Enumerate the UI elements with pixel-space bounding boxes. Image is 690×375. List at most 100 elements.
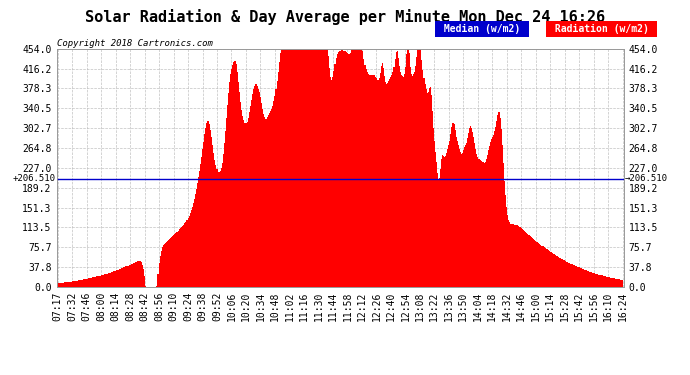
Bar [393, 67, 395, 287]
Bar [240, 102, 241, 287]
Bar [606, 276, 607, 287]
Bar [203, 142, 204, 287]
Bar [92, 278, 93, 287]
Bar [97, 276, 99, 287]
Bar [482, 162, 484, 287]
Bar [60, 283, 61, 287]
Bar [223, 154, 224, 287]
Bar [267, 117, 268, 287]
Bar [335, 57, 337, 287]
Bar [533, 239, 534, 287]
Bar [76, 281, 77, 287]
Bar [404, 74, 405, 287]
Bar [244, 123, 246, 287]
Bar [72, 281, 74, 287]
Bar [565, 261, 566, 287]
Bar [503, 163, 504, 287]
Bar [80, 280, 81, 287]
Bar [573, 265, 575, 287]
Bar [124, 267, 126, 287]
Bar [544, 248, 546, 287]
Bar [588, 271, 589, 287]
Bar [620, 280, 621, 287]
Bar [608, 277, 609, 287]
Text: Radiation (w/m2): Radiation (w/m2) [549, 24, 654, 34]
Bar [422, 70, 424, 287]
Bar [523, 230, 524, 287]
Bar [409, 53, 410, 287]
Bar [436, 162, 437, 287]
Bar [168, 240, 169, 287]
Bar [399, 66, 400, 287]
Bar [444, 157, 445, 287]
Bar [170, 238, 171, 287]
Bar [410, 67, 411, 287]
Bar [266, 119, 267, 287]
Bar [555, 255, 556, 287]
Bar [345, 51, 346, 287]
Bar [344, 51, 345, 287]
Bar [268, 115, 269, 287]
Bar [188, 216, 190, 287]
Bar [89, 278, 90, 287]
Bar [239, 92, 240, 287]
Bar [549, 251, 550, 287]
Bar [552, 253, 553, 287]
Bar [584, 270, 585, 287]
Bar [286, 49, 287, 287]
Bar [448, 146, 449, 287]
Bar [388, 81, 389, 287]
Bar [171, 237, 172, 287]
Bar [142, 264, 143, 287]
Bar [111, 272, 112, 287]
Bar [193, 203, 194, 287]
Bar [472, 132, 473, 287]
Bar [81, 280, 82, 287]
Bar [167, 241, 168, 287]
Bar [319, 49, 320, 287]
Bar [84, 279, 85, 287]
Bar [296, 49, 297, 287]
Bar [457, 145, 459, 287]
Bar [438, 180, 439, 287]
Bar [621, 280, 622, 287]
Bar [144, 276, 145, 287]
Bar [315, 49, 316, 287]
Bar [228, 93, 229, 287]
Bar [400, 72, 401, 287]
Bar [88, 278, 89, 287]
Bar [460, 152, 461, 287]
Bar [99, 276, 101, 287]
Bar [435, 152, 436, 287]
Bar [116, 270, 117, 287]
Bar [206, 123, 207, 287]
Bar [104, 274, 105, 287]
Bar [66, 282, 68, 287]
Bar [615, 279, 616, 287]
Bar [349, 54, 350, 287]
Bar [314, 49, 315, 287]
Bar [353, 49, 354, 287]
Bar [325, 49, 326, 287]
Bar [554, 254, 555, 287]
Bar [341, 50, 342, 287]
Bar [173, 235, 174, 287]
Bar [559, 258, 560, 287]
Bar [119, 269, 120, 287]
Bar [180, 228, 181, 287]
Bar [190, 210, 192, 287]
Bar [273, 102, 275, 287]
Bar [534, 240, 535, 287]
Bar [522, 229, 523, 287]
Bar [75, 281, 76, 287]
Bar [585, 270, 586, 287]
Bar [208, 121, 209, 287]
Bar [486, 155, 488, 287]
Bar [551, 252, 552, 287]
Bar [459, 148, 460, 287]
Bar [346, 53, 347, 287]
Bar [328, 56, 329, 287]
Bar [79, 280, 80, 287]
Bar [507, 215, 509, 287]
Bar [475, 149, 476, 287]
